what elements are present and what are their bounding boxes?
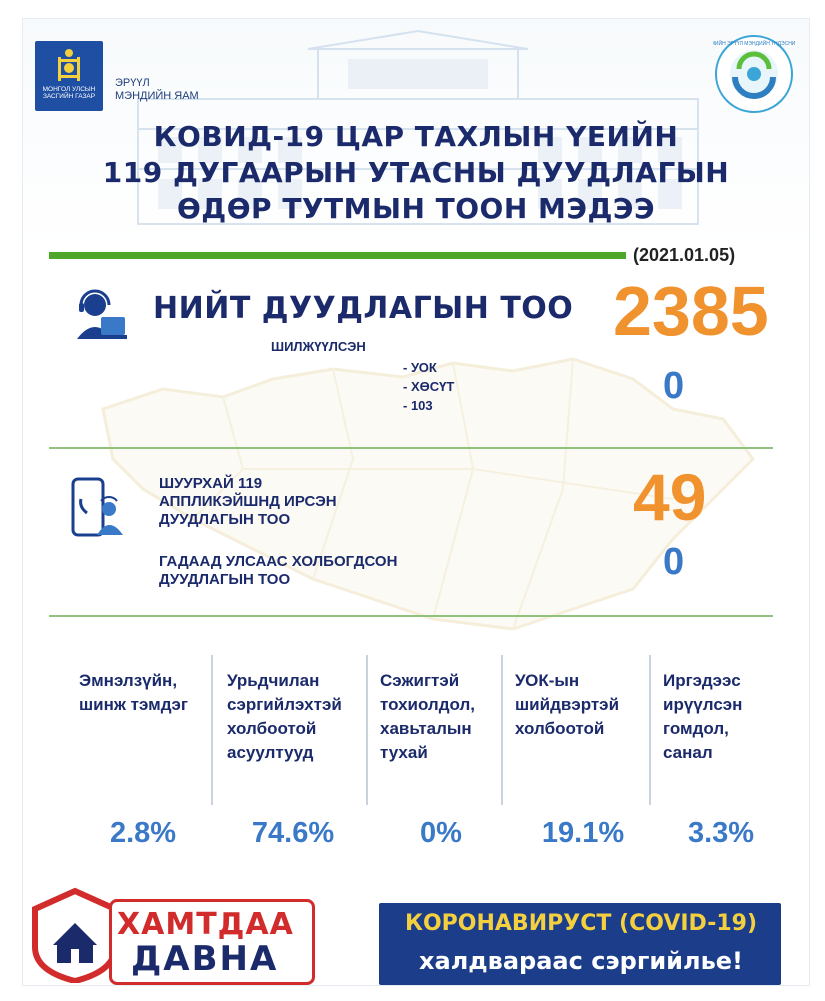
- category-commission-decisions: УОК-ын шийдвэртэй холбоотой: [515, 669, 619, 741]
- category-complaints: Иргэдээс ирүүлсэн гомдол, санал: [663, 669, 742, 765]
- building-illustration: [137, 29, 699, 225]
- abroad-calls-line-2: ДУУДЛАГЫН ТОО: [159, 571, 291, 588]
- category-3-line-2: тохиолдол,: [380, 695, 476, 714]
- category-2-line-1: Урьдчилан: [227, 671, 320, 690]
- category-clinical-symptoms: Эмнэлзүйн, шинж тэмдэг: [79, 669, 188, 717]
- percent-clinical-symptoms: 2.8%: [109, 817, 177, 849]
- infographic: МОНГОЛ УЛСЫН ЗАСГИЙН ГАЗАР ЭРҮҮЛ МЭНДИЙН…: [22, 18, 810, 986]
- public-health-center-logo: НИЙГМИЙН ЭРҮҮЛ МЭНДИЙН ҮНДЭСНИЙ ТӨВ: [713, 35, 795, 113]
- category-2-line-4: асуултууд: [227, 743, 314, 762]
- transferred-item-1: - УОК: [403, 360, 437, 375]
- section-divider-2: [49, 615, 773, 617]
- mobile-app-icon: [71, 477, 123, 537]
- category-separator-2: [366, 655, 368, 805]
- category-3-line-1: Сэжигтэй: [380, 671, 460, 690]
- total-calls-label: НИЙТ ДУУДЛАГЫН ТОО: [153, 291, 574, 326]
- transferred-list: - УОК - ХӨСҮТ - 103: [403, 358, 454, 415]
- total-calls-value: 2385: [613, 272, 769, 350]
- title-line-1: КОВИД-19 ЦАР ТАХЛЫН ҮЕИЙН: [153, 120, 679, 153]
- call-center-agent-icon: [77, 289, 127, 339]
- ministry-line-2: МЭНДИЙН ЯАМ: [115, 90, 199, 102]
- title-line-2: 119 ДУГААРЫН УТАСНЫ ДУУДЛАГЫН: [102, 156, 730, 189]
- category-5-line-1: Иргэдээс: [663, 671, 741, 690]
- app-calls-value: 49: [633, 460, 707, 534]
- banner-line-2: халдвараас сэргийлье!: [419, 947, 743, 975]
- government-logo: МОНГОЛ УЛСЫН ЗАСГИЙН ГАЗАР: [35, 41, 103, 111]
- category-4-line-2: шийдвэртэй: [515, 695, 620, 714]
- category-1-line-2: шинж тэмдэг: [79, 695, 188, 714]
- category-4-line-1: УОК-ын: [515, 671, 580, 690]
- category-5-line-4: санал: [663, 743, 713, 762]
- category-3-line-4: тухай: [380, 743, 428, 762]
- covid-prevention-banner: [379, 903, 781, 985]
- government-logo-text: МОНГОЛ УЛСЫН ЗАСГИЙН ГАЗАР: [42, 86, 96, 100]
- category-1-line-1: Эмнэлзүйн,: [79, 671, 178, 690]
- app-calls-label: ШУУРХАЙ 119 АППЛИКЭЙШНД ИРСЭН ДУУДЛАГЫН …: [159, 475, 337, 529]
- section-divider-1: [49, 447, 773, 449]
- category-separator-4: [649, 655, 651, 805]
- slogan-line-2: ДАВНА: [131, 939, 279, 979]
- category-3-line-3: хавьталын: [380, 719, 472, 738]
- category-2-line-2: сэргийлэхтэй: [227, 695, 342, 714]
- slogan-box: [109, 899, 315, 985]
- transferred-label: ШИЛЖҮҮЛСЭН: [271, 339, 366, 354]
- transferred-value: 0: [663, 365, 685, 407]
- percent-suspected-cases: 0%: [420, 817, 462, 849]
- transferred-item-2: - ХӨСҮТ: [403, 379, 455, 394]
- category-5-line-2: ирүүлсэн: [663, 695, 743, 714]
- category-suspected-cases: Сэжигтэй тохиолдол, хавьталын тухай: [380, 669, 475, 765]
- abroad-calls-label: ГАДААД УЛСААС ХОЛБОГДСОН ДУУДЛАГЫН ТОО: [159, 553, 397, 589]
- percent-complaints: 3.3%: [687, 817, 755, 849]
- ministry-name: ЭРҮҮЛ МЭНДИЙН ЯАМ: [115, 77, 205, 103]
- report-date: (2021.01.05): [633, 245, 736, 265]
- percent-prevention-questions: 74.6%: [251, 817, 335, 849]
- percent-commission-decisions: 19.1%: [541, 817, 625, 849]
- banner-line-1: КОРОНАВИРУСТ (COVID-19): [404, 911, 758, 936]
- page-title: КОВИД-19 ЦАР ТАХЛЫН ҮЕИЙН 119 ДУГААРЫН У…: [83, 119, 749, 227]
- abroad-calls-value: 0: [663, 541, 685, 583]
- header-background: [23, 19, 809, 249]
- mongolia-map-outline: [101, 357, 755, 631]
- category-4-line-3: холбоотой: [515, 719, 605, 738]
- ger-shield-icon: [32, 887, 118, 983]
- slogan-line-1: ХАМТДАА: [117, 907, 294, 942]
- ministry-line-1: ЭРҮҮЛ: [115, 77, 150, 89]
- app-calls-line-1: ШУУРХАЙ 119: [159, 475, 263, 492]
- category-separator-1: [211, 655, 213, 805]
- category-5-line-3: гомдол,: [663, 719, 729, 738]
- app-calls-line-3: ДУУДЛАГЫН ТОО: [159, 511, 291, 528]
- green-divider: [49, 252, 626, 259]
- title-line-3: ӨДӨР ТУТМЫН ТООН МЭДЭЭ: [177, 192, 655, 225]
- category-separator-3: [501, 655, 503, 805]
- soyombo-icon: [58, 49, 80, 81]
- category-2-line-3: холбоотой: [227, 719, 317, 738]
- center-logo-text: НИЙГМИЙН ЭРҮҮЛ МЭНДИЙН ҮНДЭСНИЙ ТӨВ: [713, 39, 795, 47]
- category-prevention-questions: Урьдчилан сэргийлэхтэй холбоотой асуулту…: [227, 669, 342, 765]
- app-calls-line-2: АППЛИКЭЙШНД ИРСЭН: [159, 493, 337, 510]
- transferred-item-3: - 103: [403, 398, 433, 413]
- abroad-calls-line-1: ГАДААД УЛСААС ХОЛБОГДСОН: [159, 553, 398, 570]
